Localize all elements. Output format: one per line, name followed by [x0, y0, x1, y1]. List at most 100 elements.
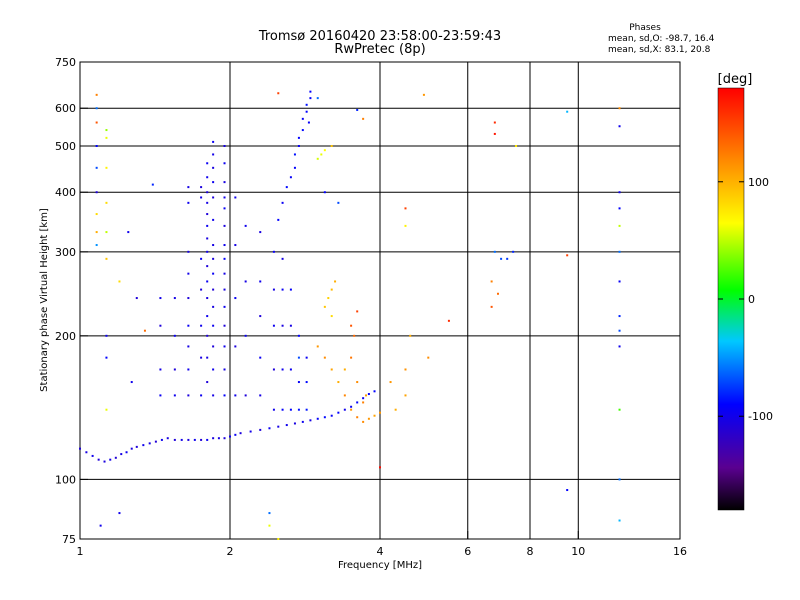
- data-point: [223, 244, 226, 247]
- data-point: [200, 394, 203, 397]
- data-point: [79, 447, 81, 450]
- data-point: [618, 345, 621, 348]
- data-point: [234, 244, 237, 247]
- data-point: [490, 280, 493, 283]
- data-point: [212, 244, 215, 247]
- data-point: [200, 186, 203, 189]
- data-point: [323, 416, 326, 419]
- data-point: [293, 422, 296, 425]
- data-point: [95, 166, 98, 169]
- data-point: [105, 201, 108, 204]
- data-point: [281, 324, 284, 327]
- data-point: [223, 324, 226, 327]
- data-point: [330, 288, 333, 291]
- y-axis-label: Stationary phase Virtual Height [km]: [39, 208, 50, 392]
- data-point: [316, 345, 319, 348]
- data-point: [293, 166, 296, 169]
- data-point: [337, 201, 340, 204]
- data-point: [356, 401, 359, 404]
- data-point: [229, 435, 231, 438]
- data-point: [105, 136, 108, 139]
- data-point: [356, 381, 359, 384]
- data-point: [506, 257, 509, 260]
- data-point: [135, 445, 138, 448]
- data-point: [212, 257, 215, 260]
- data-point: [404, 368, 407, 371]
- x-tick-label: 1: [77, 545, 84, 558]
- data-point: [493, 121, 496, 124]
- data-point: [566, 254, 569, 257]
- data-point: [350, 324, 353, 327]
- data-point: [297, 356, 300, 359]
- data-point: [95, 244, 98, 247]
- data-point: [618, 408, 621, 411]
- data-point: [91, 454, 94, 457]
- colorbar-ticks: 100 0 -100: [718, 176, 773, 423]
- data-point: [135, 297, 138, 300]
- stats-heading: Phases: [629, 23, 661, 33]
- data-point: [223, 257, 226, 260]
- data-point: [356, 108, 359, 111]
- data-point: [234, 345, 237, 348]
- chart-title: Tromsø 20160420 23:58:00-23:59:43: [258, 29, 501, 44]
- data-point: [95, 121, 98, 124]
- data-point: [223, 196, 226, 199]
- x-tick-label: 16: [673, 545, 687, 558]
- data-point: [285, 186, 288, 189]
- data-point: [285, 424, 288, 427]
- data-point: [289, 288, 292, 291]
- data-point: [234, 297, 237, 300]
- data-point: [356, 310, 359, 313]
- data-point: [212, 437, 215, 440]
- y-tick-label: 200: [55, 330, 76, 343]
- data-point: [239, 432, 242, 435]
- data-point: [323, 305, 326, 308]
- data-point: [422, 93, 425, 96]
- data-point: [187, 297, 190, 300]
- x-axis: 1 2 4 6 8 10 16: [77, 531, 687, 558]
- data-point: [206, 201, 209, 204]
- data-point: [618, 478, 621, 481]
- data-point: [223, 162, 226, 165]
- data-points: [79, 90, 621, 540]
- data-point: [350, 408, 353, 411]
- y-tick-label: 750: [55, 56, 76, 69]
- data-point: [394, 408, 397, 411]
- data-point: [309, 97, 312, 100]
- data-point: [118, 280, 121, 283]
- data-point: [259, 428, 262, 431]
- data-point: [301, 117, 304, 120]
- data-point: [618, 329, 621, 332]
- data-point: [148, 442, 151, 445]
- data-point: [297, 381, 300, 384]
- data-point: [200, 288, 203, 291]
- data-point: [223, 368, 226, 371]
- colorbar-tick-label: 0: [748, 293, 755, 306]
- data-point: [160, 438, 163, 441]
- data-point: [159, 368, 162, 371]
- data-point: [330, 144, 333, 147]
- data-point: [212, 305, 215, 308]
- data-point: [200, 257, 203, 260]
- data-point: [566, 110, 569, 113]
- data-point: [365, 394, 368, 397]
- data-point: [305, 408, 308, 411]
- data-point: [367, 393, 370, 396]
- data-point: [618, 250, 621, 253]
- data-point: [105, 408, 108, 411]
- data-point: [223, 305, 226, 308]
- data-point: [212, 140, 215, 143]
- data-point: [404, 224, 407, 227]
- data-point: [187, 201, 190, 204]
- data-point: [97, 458, 100, 461]
- colorbar-label: [deg]: [718, 72, 753, 87]
- data-point: [223, 181, 226, 184]
- data-point: [118, 512, 121, 515]
- data-point: [142, 444, 145, 447]
- data-point: [404, 394, 407, 397]
- y-tick-label: 75: [62, 533, 76, 546]
- data-point: [154, 440, 157, 443]
- grid-lines: [80, 62, 680, 539]
- chart-subtitle: RwPretec (8p): [334, 42, 425, 57]
